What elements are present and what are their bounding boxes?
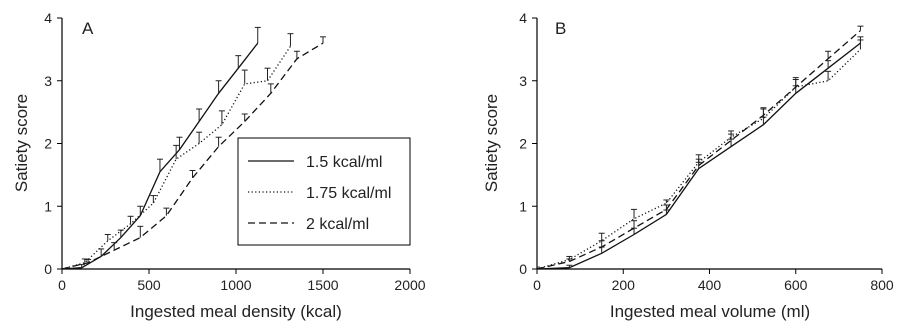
panel-a-error-bar [196, 108, 203, 122]
panel-b-x-axis-title: Ingested meal volume (ml) [610, 302, 810, 321]
panel-a-error-bar [189, 169, 196, 179]
panel-a-error-bar [85, 259, 92, 263]
panel-a-error-bar [241, 69, 248, 84]
panel-a-x-tick-label: 1000 [220, 277, 251, 293]
panel-b-ticks: 0 200 400 600 800 0 1 2 3 4 [519, 10, 894, 293]
panel-a-chart: A 0 500 1000 1500 2000 0 1 2 3 4 Ingested meal de… [12, 10, 426, 321]
panel-a-error-bar [287, 33, 294, 47]
panel-a-letter: A [82, 19, 94, 38]
panel-a-y-tick-label: 3 [44, 73, 52, 89]
panel-b-error-bar [631, 220, 638, 229]
panel-b-error-bar [825, 70, 832, 81]
panel-a-error-bar [241, 113, 248, 122]
panel-a-series [62, 26, 326, 270]
legend-label-2: 2 kcal/ml [306, 216, 369, 233]
panel-a-error-bar [176, 136, 183, 150]
panel-b-error-bar [825, 50, 832, 59]
panel-a-error-bar [215, 80, 222, 94]
panel-a-error-bar [267, 83, 274, 94]
panel-a-series-solid [62, 42, 259, 270]
panel-b-error-bar [857, 39, 864, 50]
panel-b-error-bar [566, 264, 573, 268]
legend-label-1-5: 1.5 kcal/ml [306, 154, 382, 171]
panel-a-x-tick-label: 500 [137, 277, 161, 293]
panel-a-error-bar [293, 50, 300, 59]
panel-a-error-bar [127, 215, 134, 224]
panel-a-y-axis-title: Satiety score [12, 94, 31, 192]
panel-b-error-bar [760, 107, 767, 116]
panel-a-y-tick-label: 0 [44, 261, 52, 277]
panel-b-error-bar [566, 258, 573, 262]
panel-b-y-tick-label: 3 [519, 73, 527, 89]
panel-a-series-dashed [62, 42, 324, 270]
panel-b-x-tick-label: 600 [784, 277, 808, 293]
panel-a-y-tick-label: 1 [44, 198, 52, 214]
panel-a-x-axis-title: Ingested meal density (kcal) [130, 302, 342, 321]
panel-b-series [537, 25, 864, 270]
panel-b-chart: B 0 200 400 600 800 0 1 2 3 4 Ingested meal volum… [482, 10, 894, 321]
panel-b-y-axis-title: Satiety score [482, 94, 501, 192]
panel-a-x-tick-label: 1500 [307, 277, 338, 293]
panel-a-error-bar [254, 26, 261, 44]
panel-a-error-bar [111, 242, 118, 251]
panel-b-y-tick-label: 0 [519, 261, 527, 277]
panel-a-y-tick-label: 4 [44, 10, 52, 26]
panel-a-error-bar [218, 110, 225, 125]
panel-b-y-tick-label: 2 [519, 136, 527, 152]
panel-a-error-bar [156, 158, 163, 172]
panel-a-error-bar [81, 258, 88, 263]
panel-a-ticks: 0 500 1000 1500 2000 0 1 2 3 4 [44, 10, 426, 293]
panel-a-error-bar [137, 205, 144, 216]
panel-a-error-bar [104, 233, 111, 241]
panel-a-error-bar [150, 195, 157, 204]
panel-b-error-bar [728, 133, 735, 141]
panel-a-error-bar [163, 207, 170, 216]
panel-b-series-dashed [537, 30, 861, 270]
panel-b-x-tick-label: 800 [870, 277, 894, 293]
panel-b-error-bar [857, 25, 864, 31]
panel-a-x-tick-label: 0 [58, 277, 66, 293]
panel-b-error-bar [792, 78, 799, 88]
legend: 1.5 kcal/ml 1.75 kcal/ml 2 kcal/ml [237, 137, 411, 246]
panel-a-error-bar [235, 55, 242, 69]
panel-a-error-bar [320, 36, 326, 44]
panel-b-x-tick-label: 0 [533, 277, 541, 293]
panel-b-y-tick-label: 4 [519, 10, 527, 26]
panel-a-x-tick-label: 2000 [394, 277, 425, 293]
panel-b-error-bar [537, 266, 540, 269]
panel-b-error-bar [631, 208, 638, 219]
panel-b-error-bar [663, 199, 670, 204]
panel-a-error-bar [117, 229, 124, 238]
panel-a-error-bar [137, 225, 144, 238]
panel-b-letter: B [555, 19, 566, 38]
panel-a-error-bar [196, 131, 203, 144]
panel-b-error-bar [663, 204, 670, 210]
panel-a-error-bar [173, 144, 180, 160]
panel-a-error-bar [264, 67, 271, 81]
panel-a-y-tick-label: 2 [44, 136, 52, 152]
panel-b-error-bar [598, 240, 605, 248]
panel-b-x-tick-label: 400 [698, 277, 722, 293]
panel-a-error-bar [215, 136, 222, 147]
panel-b-x-tick-label: 200 [612, 277, 636, 293]
panel-b-y-tick-label: 1 [519, 198, 527, 214]
panel-b-error-bar [598, 232, 605, 241]
legend-label-1-75: 1.75 kcal/ml [306, 185, 391, 202]
panel-b-error-bar [695, 158, 702, 166]
